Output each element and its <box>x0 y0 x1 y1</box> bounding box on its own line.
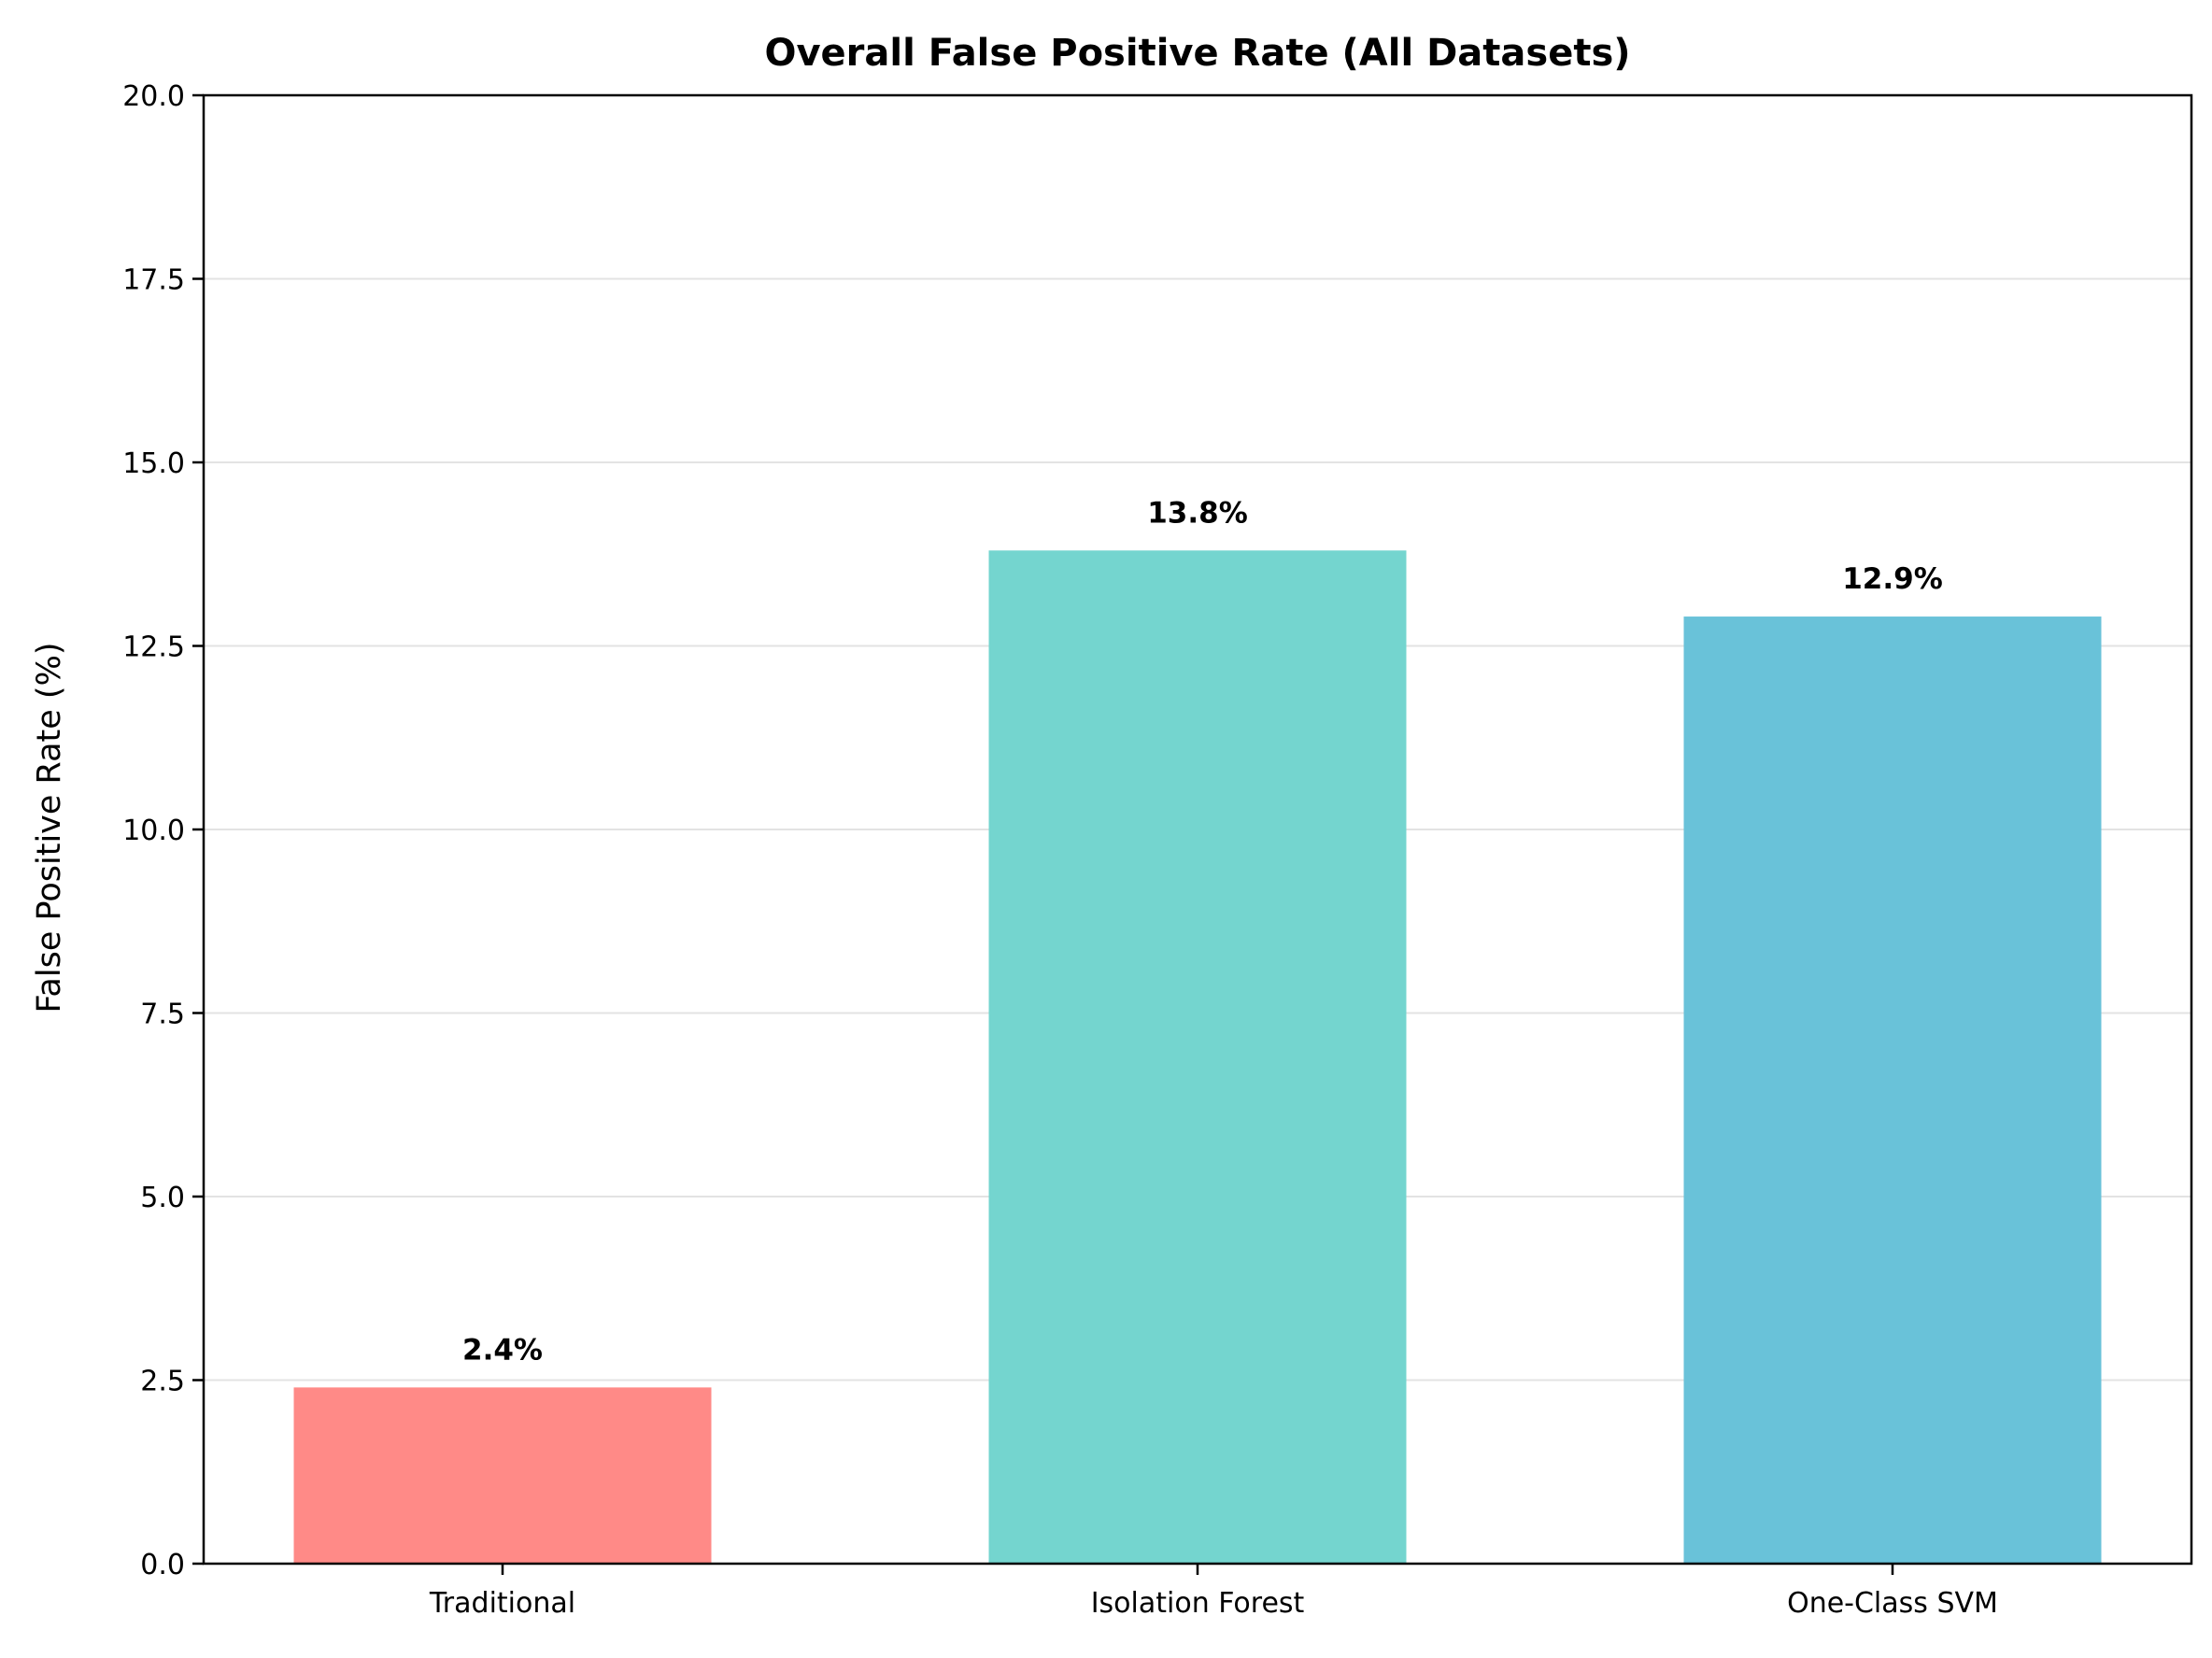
y-tick-label: 7.5 <box>140 999 185 1031</box>
bar-value-label: 13.8% <box>1147 496 1248 530</box>
bar <box>293 1387 712 1564</box>
bar-value-label: 12.9% <box>1842 562 1943 596</box>
bar-value-label: 2.4% <box>462 1333 543 1367</box>
y-tick-label: 5.0 <box>140 1182 185 1214</box>
y-axis-label: False Positive Rate (%) <box>31 643 68 1013</box>
chart-title: Overall False Positive Rate (All Dataset… <box>764 32 1630 75</box>
x-axis-ticks: Traditional Isolation Forest One-Class SVM <box>429 1564 1998 1620</box>
x-tick-label: One-Class SVM <box>1787 1587 1998 1620</box>
y-tick-label: 0.0 <box>140 1549 185 1581</box>
x-tick-label: Isolation Forest <box>1091 1587 1305 1620</box>
y-tick-label: 12.5 <box>122 631 185 664</box>
y-tick-label: 20.0 <box>122 80 185 113</box>
bar <box>988 550 1407 1564</box>
y-tick-label: 10.0 <box>122 815 185 847</box>
y-tick-label: 15.0 <box>122 447 185 480</box>
y-tick-label: 17.5 <box>122 264 185 297</box>
y-tick-label: 2.5 <box>140 1366 185 1398</box>
bar <box>1683 616 2102 1564</box>
y-axis-ticks: 0.0 2.5 5.0 7.5 10.0 12.5 15.0 17.5 20.0 <box>122 80 204 1581</box>
x-tick-label: Traditional <box>429 1587 575 1620</box>
bar-value-labels: 2.4% 13.8% 12.9% <box>462 496 1943 1367</box>
bars <box>293 550 2102 1564</box>
